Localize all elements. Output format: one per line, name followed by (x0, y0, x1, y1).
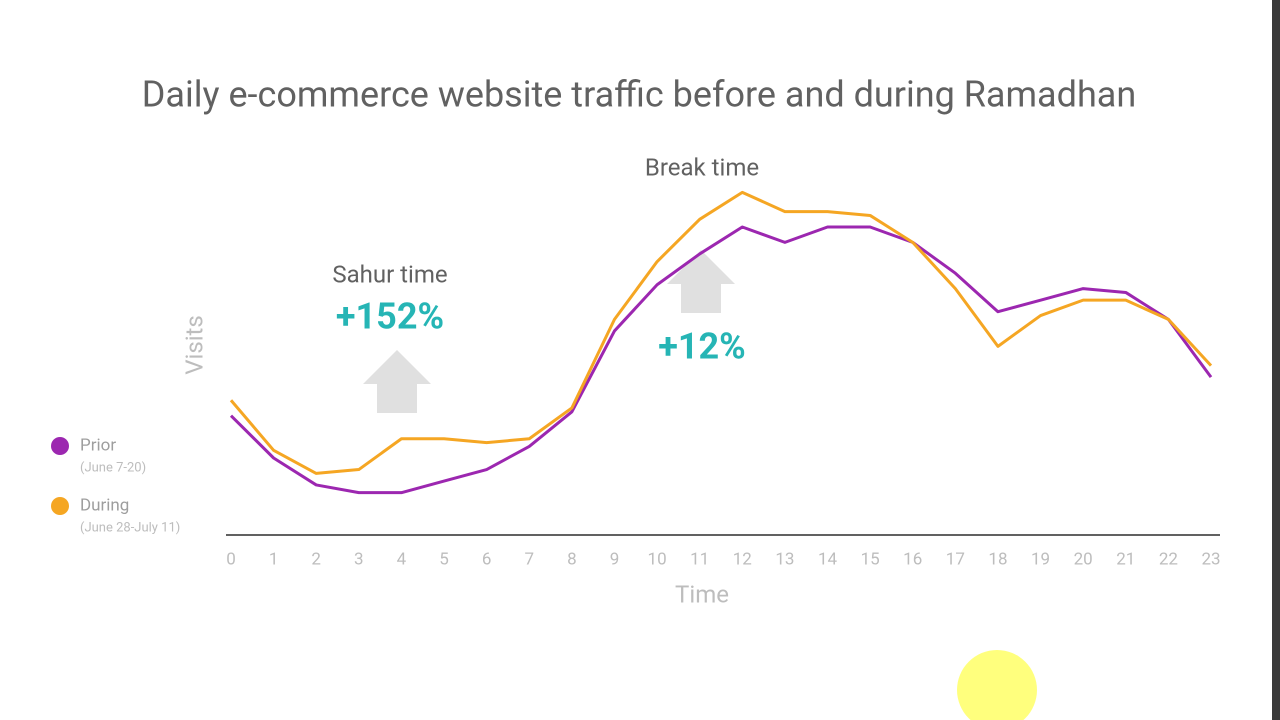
legend-note: (June 7-20) (80, 460, 146, 475)
annotation-label: Break time (645, 153, 759, 181)
x-tick-label: 10 (648, 549, 667, 569)
x-tick-label: 21 (1116, 549, 1135, 569)
x-tick-label: 4 (397, 549, 407, 569)
x-tick-label: 3 (354, 549, 364, 569)
x-tick-label: 18 (988, 549, 1007, 569)
x-tick-label: 12 (733, 549, 752, 569)
cursor-highlight (957, 650, 1037, 720)
y-axis-label: Visits (180, 315, 208, 375)
x-tick-label: 9 (610, 549, 620, 569)
x-tick-label: 15 (861, 549, 880, 569)
annotation-change: +152% (336, 296, 444, 338)
up-arrow (363, 350, 431, 413)
x-tick-label: 2 (311, 549, 321, 569)
line-series (229, 190, 1213, 475)
x-tick-label: 23 (1201, 549, 1220, 569)
legend-swatch (51, 437, 69, 455)
x-tick-label: 19 (1031, 549, 1050, 569)
x-tick-label: 1 (269, 549, 279, 569)
chart-title: Daily e-commerce website traffic before … (142, 74, 1136, 116)
x-tick-label: 16 (903, 549, 922, 569)
line-series (229, 225, 1213, 495)
legend-note: (June 28-July 11) (80, 520, 180, 535)
scrollbar (1272, 0, 1280, 720)
x-tick-label: 8 (567, 549, 577, 569)
annotation-label: Sahur time (332, 260, 447, 288)
x-tick-label: 17 (946, 549, 965, 569)
x-tick-label: 0 (226, 549, 236, 569)
x-tick-label: 5 (439, 549, 449, 569)
annotation-change: +12% (658, 326, 746, 368)
up-arrow (667, 250, 735, 313)
x-tick-label: 6 (482, 549, 492, 569)
x-tick-label: 11 (690, 549, 709, 569)
legend-label: Prior (80, 435, 116, 455)
x-tick-label: 22 (1159, 549, 1178, 569)
x-tick-label: 13 (775, 549, 794, 569)
x-tick-label: 7 (524, 549, 534, 569)
x-tick-label: 14 (818, 549, 838, 569)
x-tick-label: 20 (1074, 549, 1093, 569)
x-axis-label: Time (675, 580, 729, 608)
legend-swatch (51, 497, 69, 515)
legend-label: During (80, 495, 129, 515)
